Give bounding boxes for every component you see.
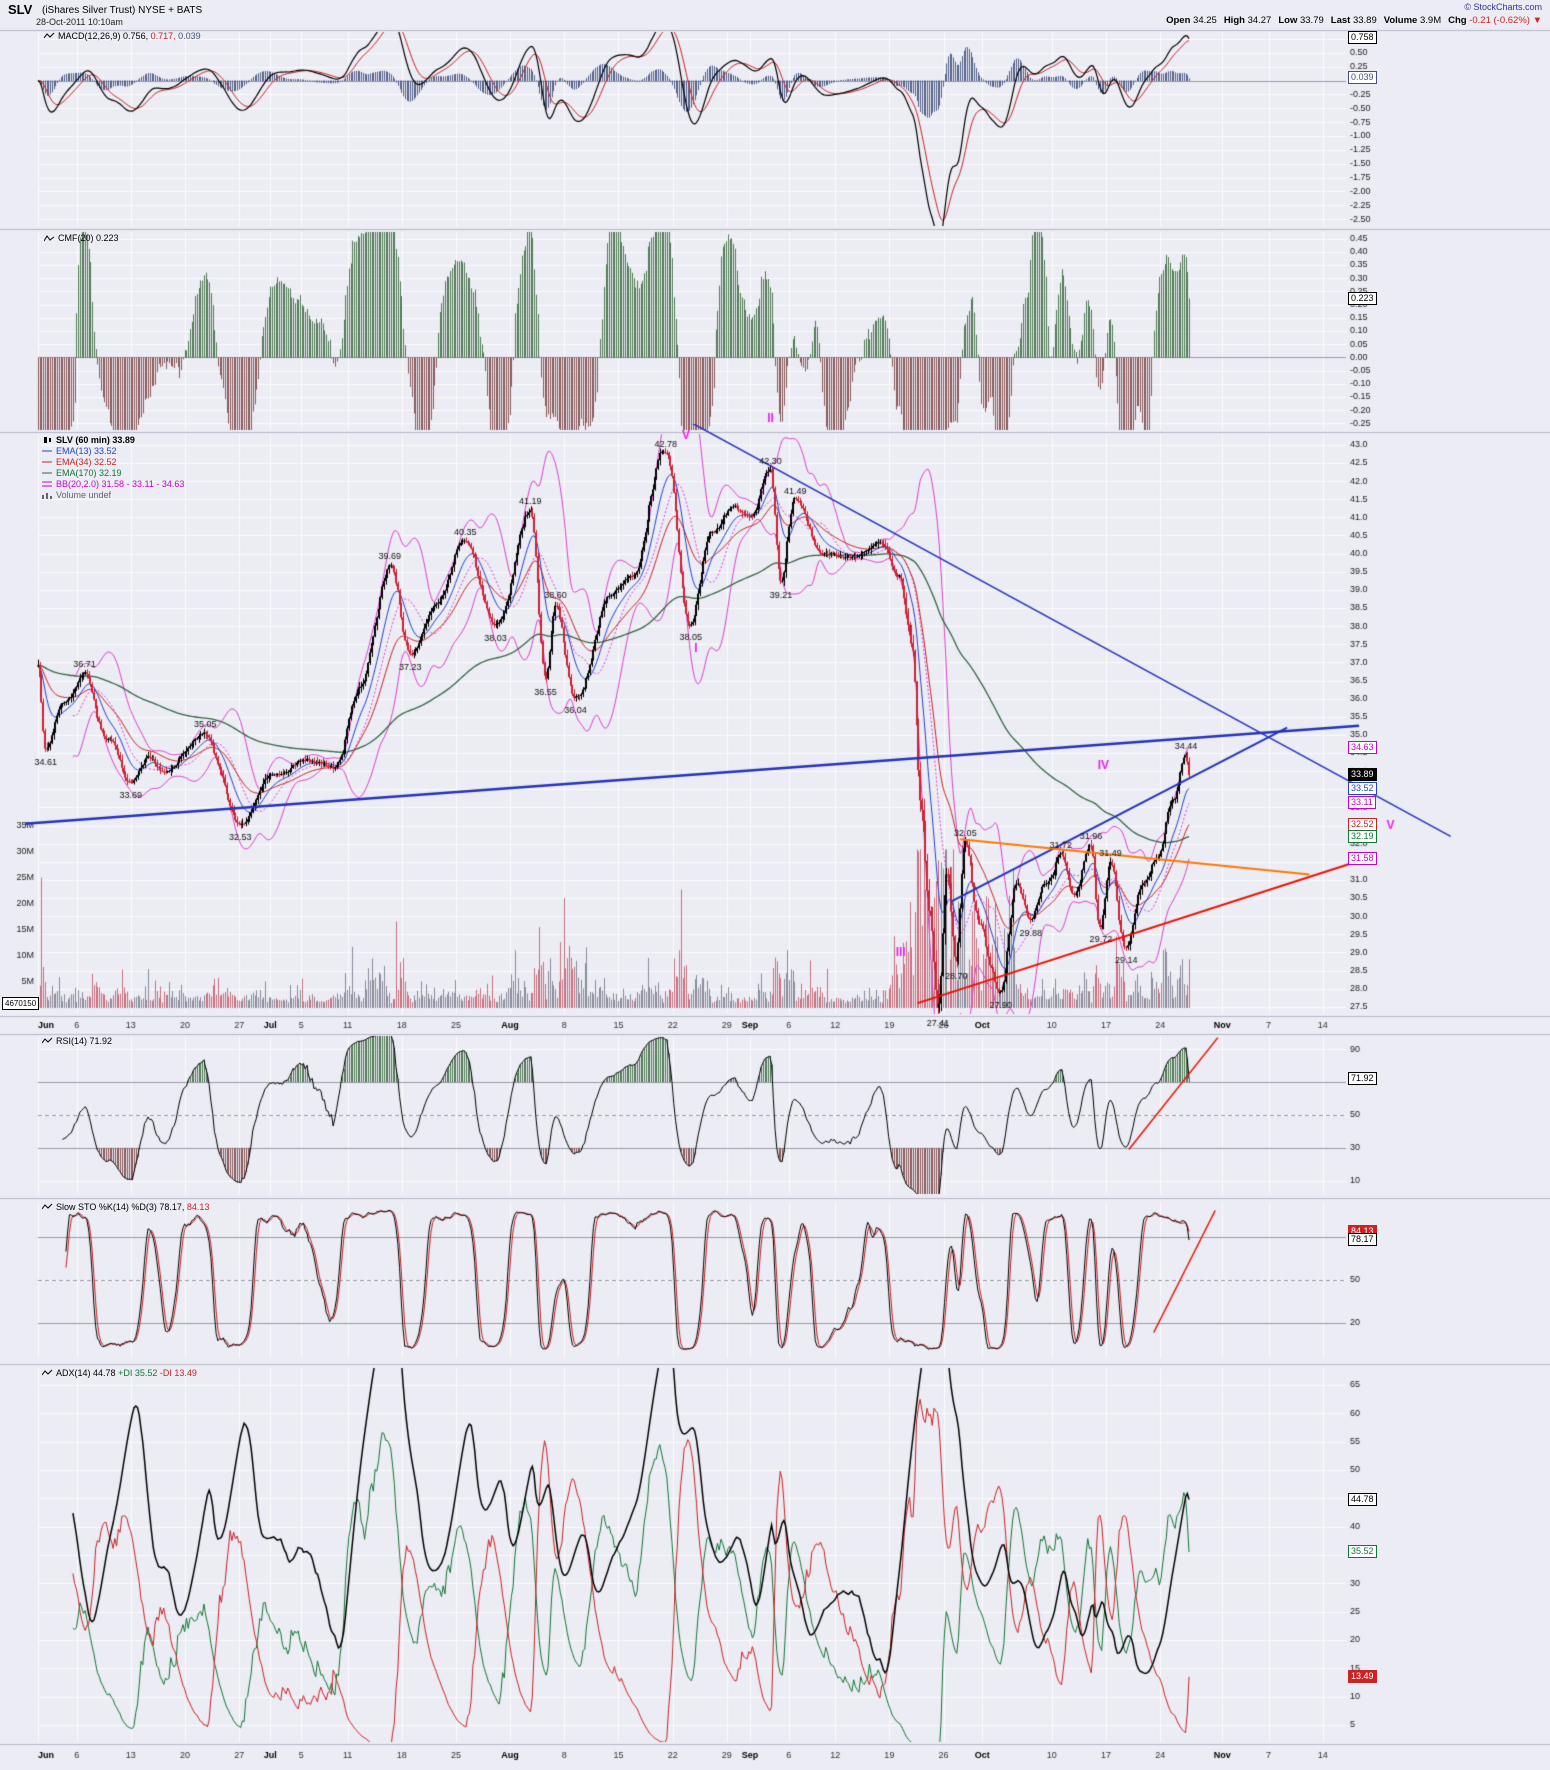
value-box-0.223: 0.223 xyxy=(1348,291,1377,305)
open-label: Open xyxy=(1166,15,1191,26)
value-box-34.63: 34.63 xyxy=(1348,741,1377,755)
symbol-ticker: SLV xyxy=(8,2,33,17)
volume-label: Volume xyxy=(1383,15,1418,26)
bb-legend: BB(20,2.0) 31.58 - 33.11 - 34.63 xyxy=(56,479,185,489)
value-box-0.039: 0.039 xyxy=(1348,71,1377,85)
rsi-label: RSI(14) xyxy=(56,1036,88,1046)
value-box-0.758: 0.758 xyxy=(1348,31,1377,45)
ema170-legend: EMA(170) 32.19 xyxy=(56,468,122,478)
plus-di-value: +DI 35.52 xyxy=(118,1368,158,1378)
chart-datetime: 28-Oct-2011 10:10am xyxy=(36,17,123,27)
macd-signal-value: 0.717, xyxy=(150,31,176,41)
dropdown-arrow-icon[interactable]: ▼ xyxy=(1532,15,1542,26)
value-box-44.78: 44.78 xyxy=(1348,1492,1377,1506)
adx-legend: ADX(14) 44.78 +DI 35.52 -DI 13.49 xyxy=(42,1368,197,1378)
value-box-71.92: 71.92 xyxy=(1348,1071,1377,1085)
low-label: Low xyxy=(1278,15,1298,26)
candlestick-icon xyxy=(44,437,51,443)
sto-d-value: 84.13 xyxy=(186,1202,210,1212)
macd-value: 0.756, xyxy=(123,31,149,41)
rsi-value: 71.92 xyxy=(89,1036,113,1046)
value-box-32.19: 32.19 xyxy=(1348,829,1377,843)
value-box-35.52: 35.52 xyxy=(1348,1545,1377,1559)
sto-label: Slow STO %K(14) %D(3) xyxy=(56,1202,157,1212)
ema34-line-icon xyxy=(42,461,52,463)
open-value: 34.25 xyxy=(1193,15,1217,26)
macd-hist-value: 0.039 xyxy=(178,31,201,41)
value-box-33.89: 33.89 xyxy=(1348,768,1377,782)
quote-line: Open 34.25 High 34.27 Low 33.79 Last 33.89 V… xyxy=(1159,15,1542,26)
price-title: SLV (60 min) 33.89 xyxy=(56,435,135,445)
high-value: 34.27 xyxy=(1247,15,1272,26)
ema13-legend: EMA(13) 33.52 xyxy=(56,446,117,456)
cmf-area-icon xyxy=(44,235,55,242)
rsi-line-icon xyxy=(42,1037,53,1044)
stockcharts-link[interactable]: © StockCharts.com xyxy=(1464,2,1542,12)
ema13-line-icon xyxy=(42,450,52,452)
volume-bars-icon xyxy=(42,493,52,499)
sto-k-value: 78.17, xyxy=(159,1202,185,1212)
macd-legend: MACD(12,26,9) 0.756, 0.717, 0.039 xyxy=(44,31,201,41)
value-box-13.49: 13.49 xyxy=(1348,1669,1377,1683)
value-box-78.17: 78.17 xyxy=(1348,1233,1377,1247)
ema170-line-icon xyxy=(42,472,52,474)
high-label: High xyxy=(1223,15,1245,26)
adx-value: 44.78 xyxy=(93,1368,116,1378)
cmf-label: CMF(20) xyxy=(58,233,94,243)
cmf-value: 0.223 xyxy=(96,233,119,243)
last-value: 33.89 xyxy=(1352,15,1377,26)
bollinger-band-icon xyxy=(42,481,52,487)
adx-label: ADX(14) xyxy=(56,1368,91,1378)
volume-legend: Volume undef xyxy=(56,490,112,500)
volume-value: 3.9M xyxy=(1419,15,1442,26)
chg-label: Chg xyxy=(1448,15,1467,26)
adx-line-icon xyxy=(42,1369,53,1376)
symbol-name: (iShares Silver Trust) NYSE + BATS xyxy=(42,5,203,16)
rsi-legend: RSI(14) 71.92 xyxy=(42,1036,112,1046)
chg-value: -0.21 (-0.62%) xyxy=(1469,15,1530,26)
low-value: 33.79 xyxy=(1299,15,1324,26)
last-label: Last xyxy=(1330,15,1351,26)
value-box-31.58: 31.58 xyxy=(1348,851,1377,865)
cmf-legend: CMF(20) 0.223 xyxy=(44,233,119,243)
macd-label: MACD(12,26,9) xyxy=(58,31,121,41)
macd-line-icon xyxy=(44,32,55,39)
sto-legend: Slow STO %K(14) %D(3) 78.17, 84.13 xyxy=(42,1202,209,1212)
value-box-4670150: 4670150 xyxy=(2,997,40,1010)
ema34-legend: EMA(34) 32.52 xyxy=(56,457,117,467)
price-legend: SLV (60 min) 33.89 EMA(13) 33.52 EMA(34)… xyxy=(42,435,184,501)
value-box-33.52: 33.52 xyxy=(1348,781,1377,795)
stochastic-line-icon xyxy=(42,1203,53,1210)
minus-di-value: -DI 13.49 xyxy=(159,1368,197,1378)
value-box-33.11: 33.11 xyxy=(1348,796,1376,810)
